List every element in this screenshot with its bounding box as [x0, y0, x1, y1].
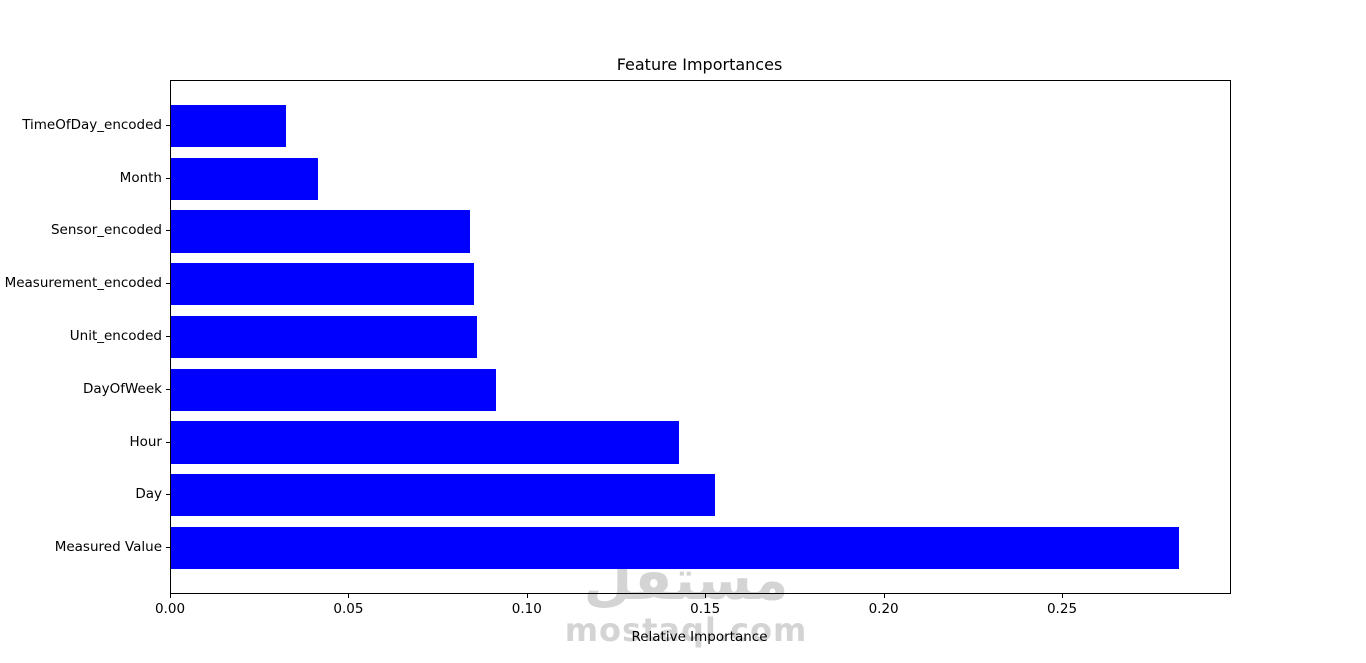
x-tick-mark [526, 594, 528, 598]
y-tick-mark [166, 230, 170, 232]
y-tick-label: Measured Value [54, 539, 162, 556]
y-tick-mark [166, 388, 170, 390]
x-tick-mark [1062, 594, 1063, 598]
y-tick-label: Unit_encoded [69, 328, 162, 344]
bar-Unit_encoded [171, 315, 478, 359]
y-tick-label: Day [135, 486, 162, 503]
x-tick-label: 0.10 [511, 601, 542, 617]
chart-title: Feature Importances [616, 55, 783, 74]
bar-Measured Value [171, 527, 1180, 570]
bar-Hour [171, 421, 680, 464]
x-tick-label: 0.25 [1046, 601, 1078, 617]
bar-TimeOfDay_encoded [171, 104, 287, 147]
y-tick-mark [166, 441, 170, 443]
y-tick-mark [166, 124, 170, 126]
y-tick-mark [166, 494, 170, 496]
y-tick-label: Sensor_encoded [50, 222, 162, 239]
y-tick-mark [166, 336, 170, 337]
x-axis-label: Relative Importance [631, 629, 768, 645]
x-tick-mark [705, 594, 707, 598]
y-tick-label: DayOfWeek [82, 380, 162, 397]
y-tick-mark [166, 547, 170, 549]
x-tick-mark [348, 594, 350, 598]
x-tick-mark [170, 594, 171, 598]
y-tick-label: Hour [129, 433, 162, 450]
x-tick-label: 0.05 [333, 601, 364, 617]
y-tick-mark [166, 177, 170, 179]
x-tick-label: 0.20 [868, 601, 899, 617]
x-tick-label: 0.00 [154, 601, 186, 617]
x-tick-label: 0.15 [690, 601, 721, 617]
bar-Sensor_encoded [171, 210, 470, 253]
y-tick-label: Month [119, 169, 162, 186]
y-tick-label: Measurement_encoded [4, 275, 162, 292]
bar-Day [171, 474, 715, 517]
x-tick-mark [883, 594, 885, 598]
bar-DayOfWeek [171, 368, 497, 411]
plot-area [170, 80, 1231, 594]
bar-Month [171, 157, 319, 200]
y-tick-mark [166, 283, 170, 285]
bar-Measurement_encoded [171, 263, 475, 306]
y-tick-label: TimeOfDay_encoded [22, 116, 162, 133]
